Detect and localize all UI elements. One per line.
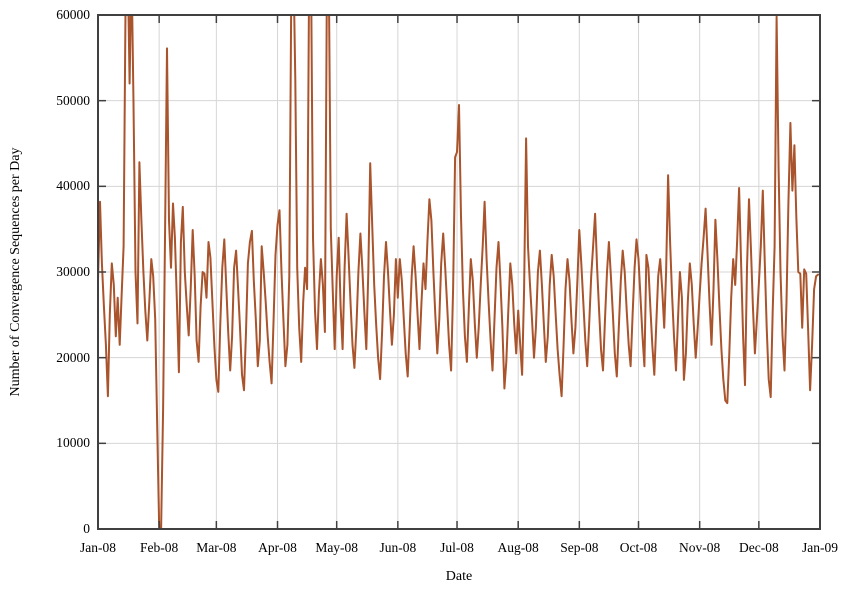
x-tick-label: Nov-08 — [679, 540, 721, 555]
y-tick-label: 10000 — [56, 435, 90, 451]
x-tick-label: Jan-09 — [802, 540, 838, 555]
x-axis-title: Date — [445, 569, 473, 584]
x-tick-label: Mar-08 — [196, 540, 237, 555]
x-tick-label: Sep-08 — [560, 540, 599, 555]
x-tick-label: Aug-08 — [497, 540, 539, 555]
x-tick-label: Feb-08 — [140, 540, 179, 555]
y-tick-label: 20000 — [56, 349, 90, 365]
y-tick-label: 0 — [83, 521, 90, 536]
x-tick-label: Oct-08 — [619, 540, 658, 555]
x-tick-label: Jun-08 — [379, 540, 417, 555]
x-tick-label: May-08 — [315, 540, 359, 555]
y-tick-label: 60000 — [56, 7, 90, 22]
x-tick-label: Apr-08 — [258, 540, 297, 555]
y-tick-label: 40000 — [56, 178, 90, 194]
y-tick-label: 50000 — [56, 92, 90, 108]
y-tick-label: 30000 — [56, 264, 90, 279]
x-tick-label: Jul-08 — [440, 540, 474, 555]
x-tick-label: Jan-08 — [80, 540, 116, 555]
x-tick-label: Dec-08 — [738, 540, 779, 555]
